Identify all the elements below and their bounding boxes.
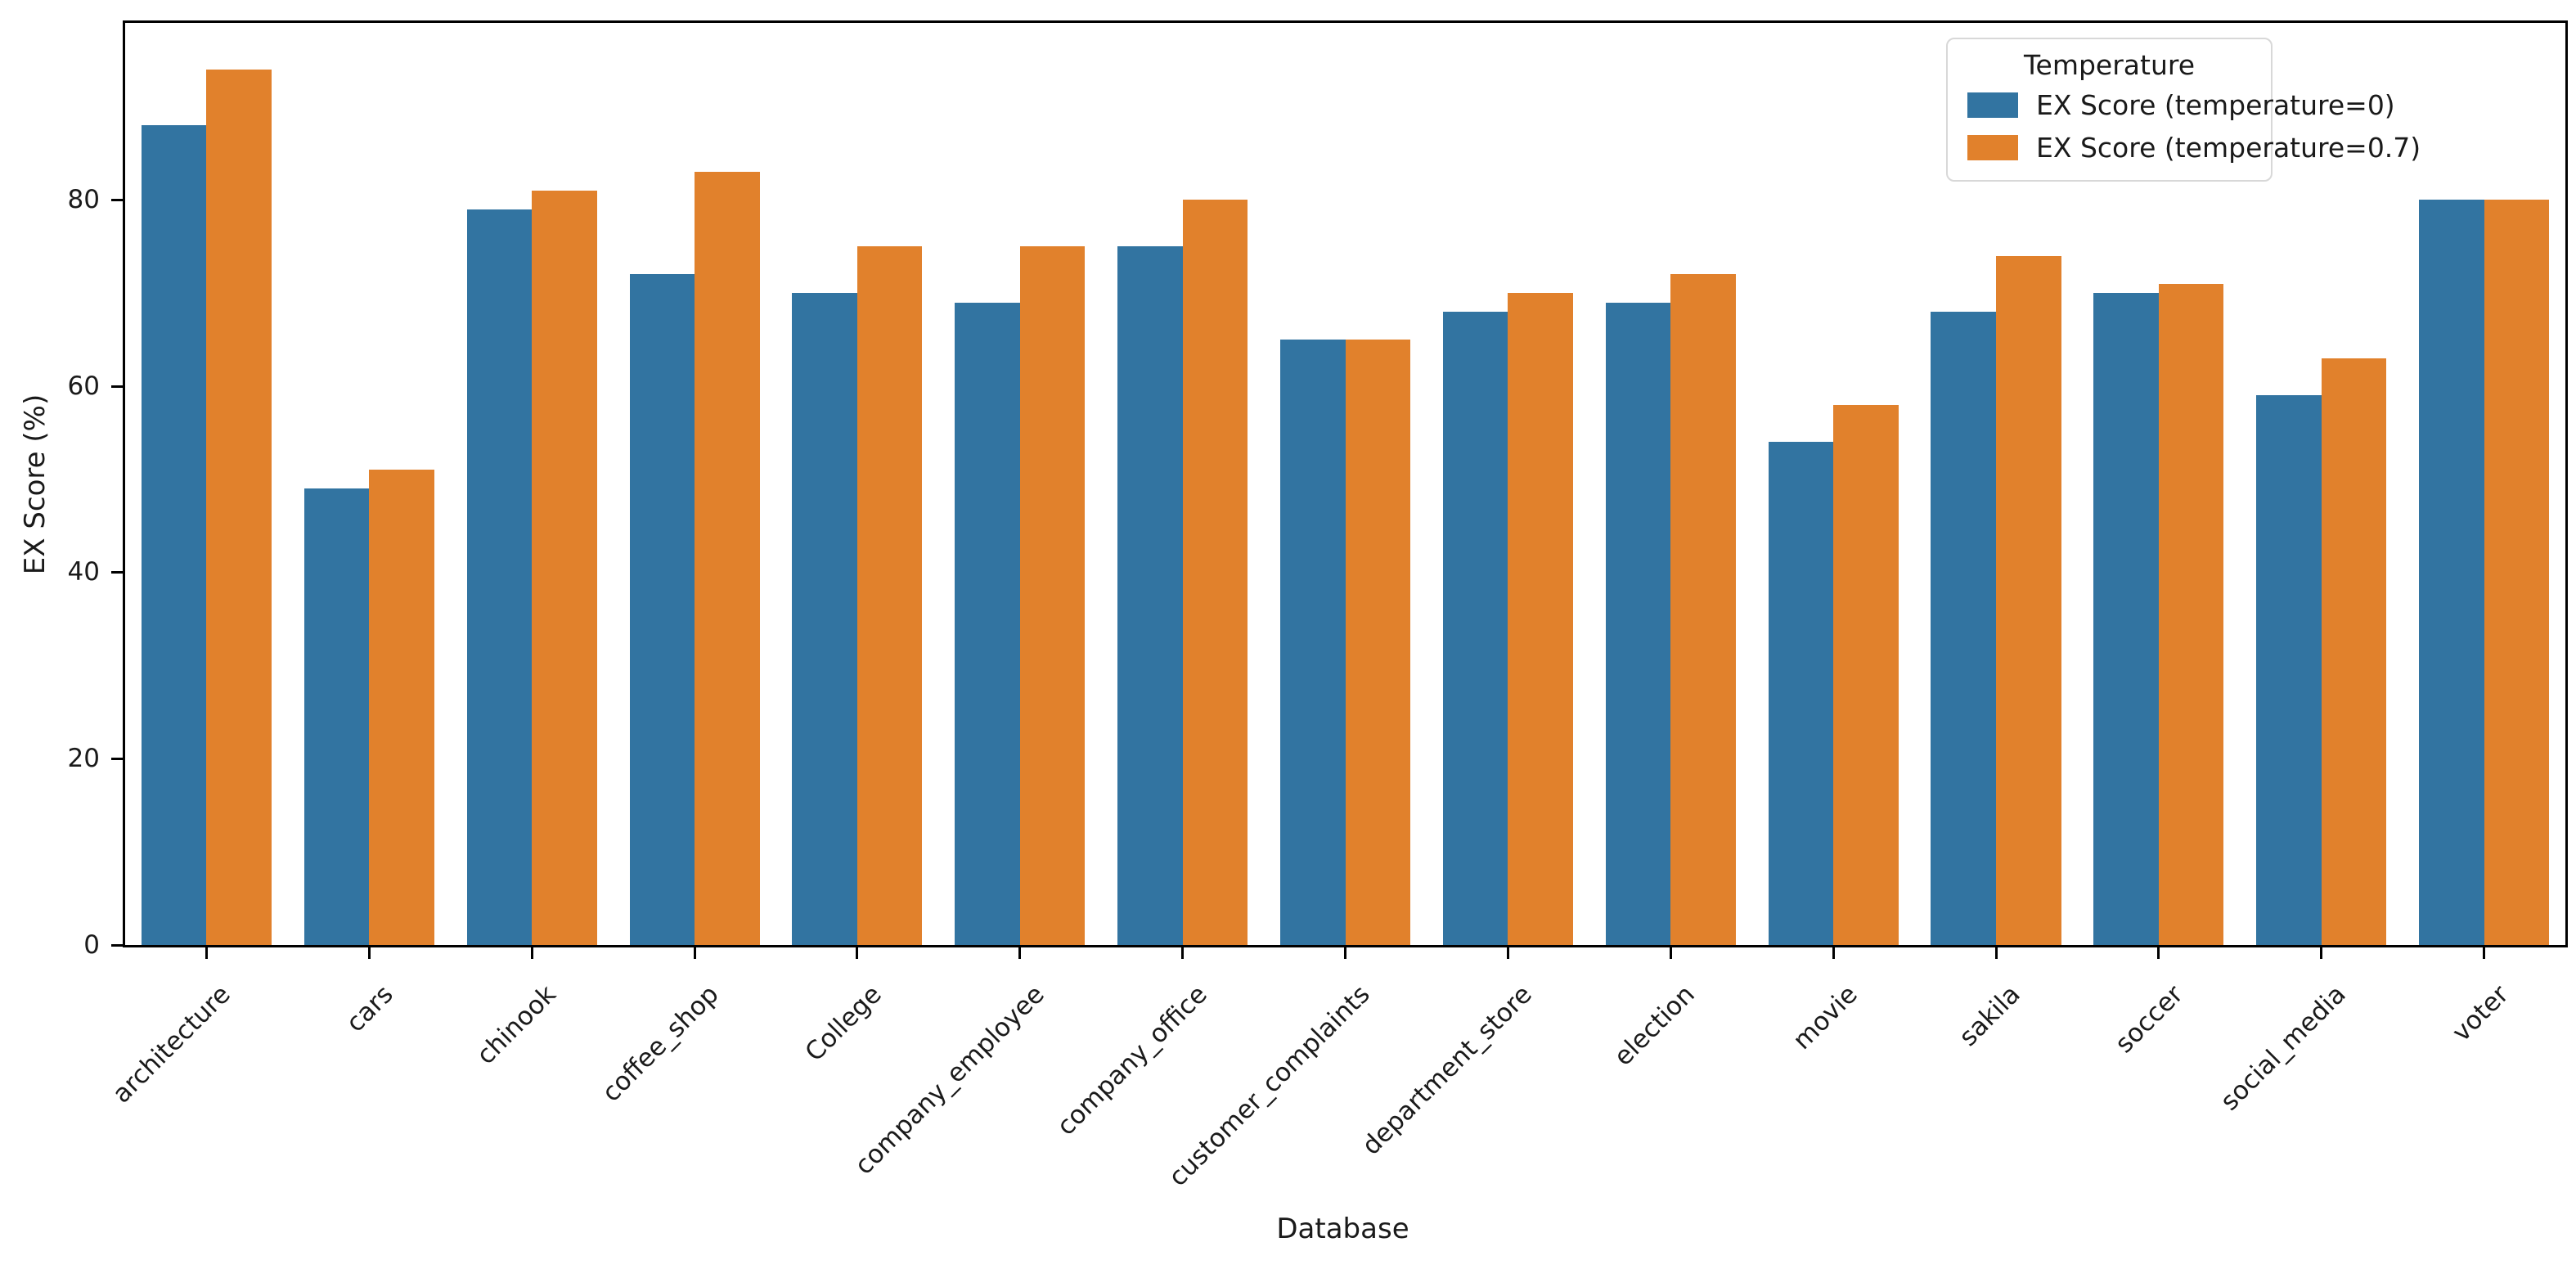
- y-tick-label: 60: [67, 371, 100, 401]
- bar-department_store-series1: [1508, 293, 1573, 945]
- x-tick-label-social_media: social_media: [2214, 979, 2352, 1117]
- x-tick-label-architecture: architecture: [107, 979, 237, 1109]
- x-tick-label-company_employee: company_employee: [848, 979, 1050, 1181]
- bar-company_employee-series1: [1019, 246, 1086, 945]
- y-tick-label: 40: [67, 557, 100, 587]
- x-tick-mark: [205, 947, 208, 959]
- y-tick-mark: [111, 571, 123, 574]
- y-tick-label: 80: [67, 184, 100, 214]
- legend-title: Temperature: [2023, 49, 2196, 81]
- x-tick-mark: [1344, 947, 1346, 959]
- bar-cars-series1: [369, 470, 434, 945]
- x-tick-label-sakila: sakila: [1953, 979, 2026, 1052]
- bar-company_office-series1: [1182, 200, 1248, 945]
- x-tick-label-College: College: [799, 979, 888, 1068]
- bar-social_media-series0: [2256, 395, 2322, 945]
- bar-architecture-series0: [141, 125, 207, 945]
- bar-cars-series0: [303, 488, 370, 945]
- legend-item: EX Score (temperature=0.7): [1967, 126, 2421, 169]
- legend-color-swatch-temp07: [1967, 134, 2018, 160]
- bar-company_office-series0: [1117, 246, 1183, 945]
- bar-movie-series0: [1768, 442, 1834, 945]
- x-tick-label-chinook: chinook: [471, 979, 562, 1071]
- legend-item: EX Score (temperature=0): [1967, 83, 2395, 126]
- bar-customer_complaints-series1: [1345, 340, 1410, 945]
- x-tick-mark: [1832, 947, 1835, 959]
- bar-coffee_shop-series0: [629, 274, 695, 945]
- x-tick-mark: [1506, 947, 1509, 959]
- x-tick-mark: [2157, 947, 2160, 959]
- legend: Temperature EX Score (temperature=0) EX …: [1946, 38, 2421, 182]
- x-tick-mark: [367, 947, 371, 959]
- y-tick-mark: [111, 757, 123, 760]
- bar-voter-series1: [2484, 200, 2550, 945]
- y-tick-label: 20: [67, 743, 100, 773]
- bar-election-series0: [1605, 302, 1671, 945]
- x-tick-mark: [1994, 947, 1998, 959]
- bar-voter-series0: [2419, 200, 2484, 945]
- bar-movie-series1: [1833, 404, 1899, 945]
- x-tick-label-department_store: department_store: [1356, 979, 1539, 1161]
- legend-color-swatch-temp0: [1967, 92, 2018, 118]
- bar-chinook-series1: [532, 190, 597, 945]
- x-axis-title: Database: [1276, 1213, 1409, 1245]
- bar-soccer-series0: [2093, 293, 2159, 945]
- bar-election-series1: [1670, 274, 1736, 945]
- x-tick-mark: [530, 947, 533, 959]
- bar-coffee_shop-series1: [695, 172, 760, 945]
- x-tick-label-voter: voter: [2446, 979, 2515, 1048]
- bar-sakila-series1: [1996, 255, 2061, 945]
- bar-social_media-series1: [2321, 358, 2387, 945]
- x-tick-label-coffee_shop: coffee_shop: [596, 979, 725, 1108]
- x-tick-label-soccer: soccer: [2109, 979, 2189, 1060]
- x-tick-mark: [856, 947, 859, 959]
- bar-sakila-series0: [1931, 311, 1996, 945]
- x-tick-mark: [2483, 947, 2486, 959]
- y-tick-label: 0: [83, 929, 100, 960]
- x-tick-label-company_office: company_office: [1050, 979, 1213, 1141]
- bar-chinook-series0: [466, 209, 533, 945]
- x-tick-mark: [693, 947, 696, 959]
- y-tick-mark: [111, 198, 123, 201]
- x-tick-label-movie: movie: [1787, 979, 1863, 1056]
- y-tick-mark: [111, 943, 123, 947]
- bar-College-series0: [792, 293, 857, 945]
- x-tick-mark: [1018, 947, 1022, 959]
- y-tick-mark: [111, 385, 123, 388]
- bar-company_employee-series0: [955, 302, 1020, 945]
- legend-item-label: EX Score (temperature=0): [2036, 88, 2395, 121]
- legend-item-label: EX Score (temperature=0.7): [2036, 131, 2421, 164]
- bar-department_store-series0: [1442, 311, 1508, 945]
- x-tick-mark: [2320, 947, 2323, 959]
- x-tick-mark: [1669, 947, 1672, 959]
- x-tick-label-election: election: [1608, 979, 1701, 1072]
- bar-customer_complaints-series0: [1280, 340, 1346, 945]
- y-axis-title: EX Score (%): [19, 394, 52, 575]
- x-tick-label-cars: cars: [340, 979, 400, 1038]
- bar-architecture-series1: [206, 69, 272, 945]
- x-tick-mark: [1181, 947, 1185, 959]
- bar-soccer-series1: [2158, 283, 2224, 945]
- bar-College-series1: [856, 246, 923, 945]
